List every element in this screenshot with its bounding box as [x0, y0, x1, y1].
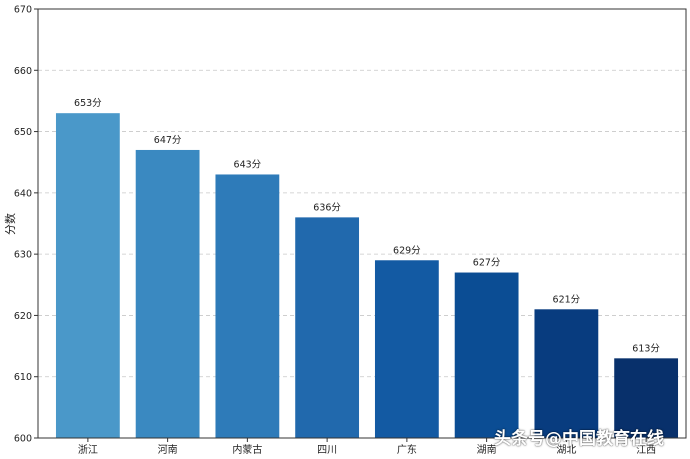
x-tick-label: 浙江: [78, 444, 98, 456]
y-tick-label: 640: [14, 188, 32, 199]
x-tick-labels: 浙江 河南 内蒙古 四川 广东 湖南 湖北 江西: [78, 438, 656, 456]
bars: [55, 113, 679, 438]
y-tick-label: 610: [14, 372, 32, 383]
value-label: 629分: [393, 245, 421, 256]
x-tick-label: 四川: [317, 445, 337, 456]
bar-7: [614, 358, 679, 438]
bar-4: [374, 260, 439, 438]
x-tick-label: 江西: [636, 444, 656, 456]
x-tick-label: 广东: [397, 443, 417, 456]
value-label: 613分: [632, 343, 660, 354]
value-label: 627分: [473, 258, 501, 269]
watermark: 头条号@中国教育在线: [494, 429, 664, 449]
value-label: 643分: [234, 159, 262, 170]
bar-6: [534, 309, 599, 438]
y-tick-labels: 600 610 620 630 640 650 660 670: [14, 5, 38, 445]
x-tick-label: 河南: [158, 443, 178, 456]
value-label: 653分: [74, 98, 102, 109]
x-tick-label: 湖北: [556, 444, 576, 456]
value-label: 621分: [553, 294, 581, 305]
y-tick-label: 660: [14, 66, 32, 77]
bar-0: [55, 113, 120, 438]
bar-2: [215, 174, 280, 438]
y-tick-label: 630: [14, 250, 32, 261]
bar-5: [454, 272, 519, 438]
bar-3: [295, 217, 360, 438]
y-tick-label: 650: [14, 127, 32, 138]
x-tick-label: 内蒙古: [232, 443, 262, 456]
plot-frame: [37, 8, 687, 439]
value-labels: 653分 647分 643分 636分 629分 627分 621分 613分: [74, 98, 660, 354]
y-tick-label: 670: [14, 5, 32, 16]
y-axis-label: 分数: [4, 213, 17, 235]
bar-1: [135, 149, 200, 438]
y-tick-label: 600: [14, 434, 32, 445]
y-tick-label: 620: [14, 311, 32, 322]
value-label: 636分: [313, 202, 341, 213]
x-tick-label: 湖南: [477, 443, 497, 456]
value-label: 647分: [154, 135, 182, 146]
